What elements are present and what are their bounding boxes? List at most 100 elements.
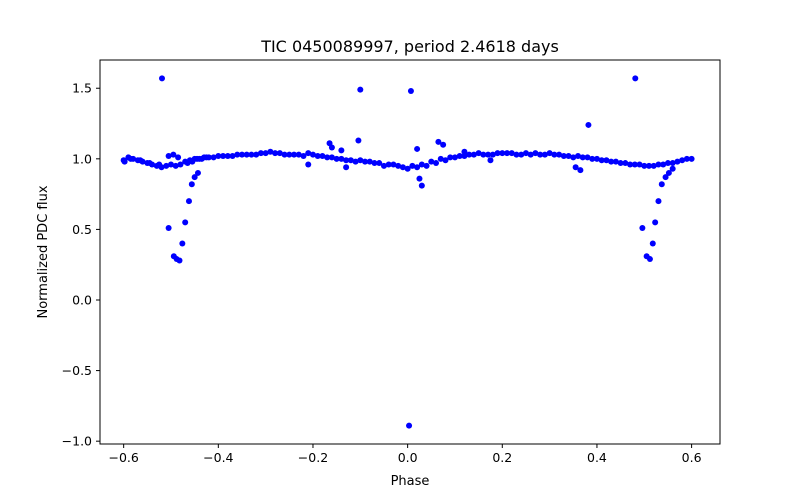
data-point	[546, 150, 553, 157]
data-point	[437, 155, 444, 162]
data-point	[357, 157, 364, 164]
data-point	[248, 151, 255, 158]
data-point	[390, 161, 397, 168]
data-point	[291, 151, 298, 158]
y-tick-label: 0.5	[72, 222, 92, 237]
data-point	[253, 151, 260, 158]
y-tick-label: −1.0	[62, 434, 92, 449]
data-point	[314, 153, 321, 159]
data-point	[175, 154, 182, 161]
data-point	[652, 219, 659, 226]
data-point	[188, 181, 195, 188]
x-axis-ticks: −0.6 −0.4 −0.2 0.0 0.2 0.4 0.6	[108, 444, 702, 465]
data-point	[669, 160, 676, 167]
data-point	[380, 162, 387, 169]
data-point	[589, 155, 596, 162]
data-point	[272, 150, 279, 157]
x-tick-label: −0.6	[108, 450, 138, 465]
data-point	[137, 157, 144, 164]
data-point	[165, 225, 172, 231]
data-point	[194, 155, 201, 162]
data-point	[577, 167, 584, 174]
data-point	[220, 153, 227, 159]
data-point	[636, 161, 643, 168]
data-point	[646, 256, 653, 263]
data-point	[194, 169, 201, 176]
data-point	[234, 151, 241, 158]
data-point	[414, 164, 421, 171]
data-point	[608, 158, 615, 165]
data-point	[447, 154, 454, 161]
y-tick-label: 1.5	[72, 81, 92, 96]
data-point	[556, 151, 563, 158]
data-point	[470, 151, 477, 158]
data-point	[565, 153, 572, 159]
data-point	[185, 198, 192, 205]
data-point	[451, 154, 458, 161]
data-point	[355, 137, 362, 144]
data-point	[456, 153, 463, 159]
data-point	[121, 158, 128, 165]
data-point	[669, 165, 676, 172]
data-point	[639, 225, 646, 231]
data-point	[522, 150, 529, 157]
data-point	[184, 160, 191, 167]
data-point	[179, 240, 186, 247]
data-point	[163, 162, 170, 169]
data-point	[440, 141, 447, 148]
data-point	[215, 153, 222, 159]
data-point	[309, 151, 316, 158]
data-point	[679, 157, 686, 164]
data-point	[560, 153, 567, 159]
data-point	[499, 150, 506, 157]
data-point	[435, 138, 442, 145]
x-tick-label: 0.0	[398, 450, 418, 465]
data-point	[371, 160, 378, 167]
data-point	[177, 161, 184, 168]
data-point	[631, 161, 638, 168]
data-point	[406, 422, 413, 429]
chart-title: TIC 0450089997, period 2.4618 days	[260, 37, 559, 56]
data-point	[416, 175, 423, 182]
data-point	[475, 150, 482, 157]
data-point	[570, 154, 577, 161]
data-point	[532, 150, 539, 157]
data-point	[407, 88, 414, 95]
data-point	[414, 145, 421, 152]
data-point	[409, 162, 416, 169]
data-point	[632, 75, 639, 82]
data-point	[376, 160, 383, 167]
data-point	[650, 162, 657, 169]
data-point	[182, 219, 189, 226]
y-tick-label: 1.0	[72, 151, 92, 166]
x-tick-label: −0.4	[203, 450, 233, 465]
data-point	[257, 150, 264, 157]
data-point	[170, 151, 177, 158]
data-point	[655, 161, 662, 168]
data-point	[688, 155, 695, 162]
data-point	[551, 151, 558, 158]
data-point	[343, 157, 350, 164]
data-point	[324, 154, 331, 161]
data-point	[480, 151, 487, 158]
data-point	[655, 198, 662, 205]
data-point	[165, 153, 172, 159]
data-point	[385, 161, 392, 168]
data-point	[328, 154, 335, 161]
data-point	[203, 154, 210, 161]
data-point	[362, 158, 369, 165]
data-point	[585, 121, 592, 128]
data-point	[286, 151, 293, 158]
data-point	[333, 155, 340, 162]
data-point	[518, 151, 525, 158]
data-point	[649, 240, 656, 247]
data-point	[395, 162, 402, 169]
data-point	[665, 169, 672, 176]
data-point	[584, 154, 591, 161]
data-point	[641, 162, 648, 169]
data-point	[513, 151, 520, 158]
data-point	[442, 157, 449, 164]
data-point	[281, 151, 288, 158]
plot-frame	[99, 59, 721, 445]
data-point	[617, 160, 624, 167]
